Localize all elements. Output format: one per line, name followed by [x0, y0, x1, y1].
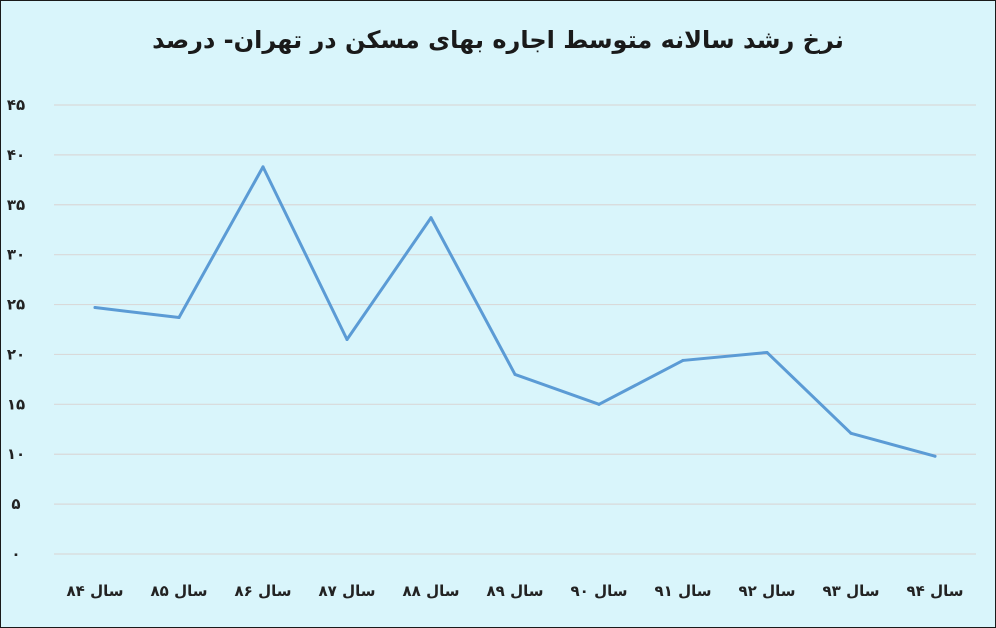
- y-tick-label: ۱۵: [7, 395, 25, 413]
- x-tick-label: سال ۸۷: [319, 582, 376, 600]
- x-tick-label: سال ۸۵: [151, 582, 208, 600]
- data-point: [597, 402, 601, 406]
- data-point: [513, 372, 517, 376]
- y-tick-label: ۵: [11, 495, 20, 513]
- x-tick-label: سال ۹۰: [571, 582, 628, 600]
- y-tick-label: ۲۰: [7, 345, 25, 363]
- x-tick-label: سال ۸۸: [403, 582, 460, 600]
- x-tick-label: سال ۹۴: [907, 582, 964, 600]
- data-point: [177, 316, 181, 320]
- y-axis-ticks: ۰ ۵ ۱۰ ۱۵ ۲۰ ۲۵ ۳۰ ۳۵ ۴۰ ۴۵: [7, 96, 25, 563]
- x-tick-label: سال ۹۱: [655, 582, 712, 600]
- y-tick-label: ۰: [11, 545, 20, 563]
- series-layer: [93, 165, 937, 458]
- x-tick-label: سال ۹۲: [739, 582, 796, 600]
- y-tick-label: ۱۰: [7, 445, 25, 463]
- data-point: [93, 306, 97, 310]
- y-tick-label: ۲۵: [7, 296, 25, 314]
- series-line: [93, 165, 937, 458]
- y-tick-label: ۳۰: [7, 246, 25, 264]
- x-tick-label: سال ۸۴: [67, 582, 124, 600]
- data-point: [933, 454, 937, 458]
- data-point: [681, 358, 685, 362]
- x-axis-ticks: سال ۸۴ سال ۸۵ سال ۸۶ سال ۸۷ سال ۸۸ سال ۸۹ سال …: [67, 582, 964, 600]
- y-tick-label: ۳۵: [7, 196, 25, 214]
- data-point: [345, 337, 349, 341]
- data-point: [429, 216, 433, 220]
- chart-title: نرخ رشد سالانه متوسط اجاره بهای مسکن در …: [152, 26, 844, 54]
- y-tick-label: ۴۰: [7, 146, 25, 164]
- data-point: [261, 165, 265, 169]
- x-tick-label: سال ۸۹: [487, 582, 544, 600]
- data-point: [765, 350, 769, 354]
- x-tick-label: سال ۸۶: [235, 582, 292, 600]
- x-tick-label: سال ۹۳: [823, 582, 880, 600]
- y-tick-label: ۴۵: [7, 96, 25, 114]
- data-point: [849, 431, 853, 435]
- gridlines: [54, 104, 976, 555]
